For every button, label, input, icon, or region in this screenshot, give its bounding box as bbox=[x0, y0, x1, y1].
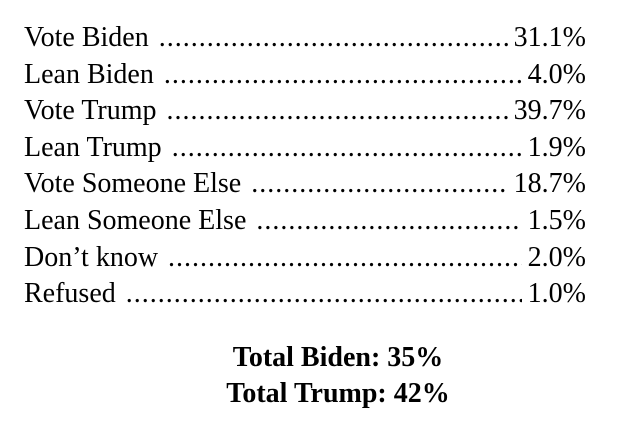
result-value: 4.0% bbox=[527, 58, 586, 90]
result-label: Vote Someone Else bbox=[24, 168, 242, 200]
total-biden: Total Biden: 35% bbox=[232, 342, 444, 373]
result-label: Lean Someone Else bbox=[24, 204, 247, 236]
dot-leader bbox=[167, 93, 508, 130]
result-value: 1.9% bbox=[527, 131, 586, 163]
result-value: 2.0% bbox=[527, 241, 586, 273]
dot-leader bbox=[256, 203, 521, 240]
result-row-vote-biden: Vote Biden 31.1% bbox=[24, 20, 586, 57]
total-trump: Total Trump: 42% bbox=[226, 378, 450, 409]
dot-leader bbox=[172, 130, 522, 167]
result-row-lean-someone-else: Lean Someone Else 1.5% bbox=[24, 203, 586, 240]
result-value: 31.1% bbox=[513, 22, 586, 53]
dot-leader bbox=[126, 276, 522, 313]
result-row-refused: Refused 1.0% bbox=[24, 276, 586, 313]
result-row-lean-biden: Lean Biden 4.0% bbox=[24, 57, 586, 94]
result-value: 1.0% bbox=[527, 278, 586, 310]
result-label: Vote Trump bbox=[24, 95, 157, 127]
dot-leader bbox=[164, 57, 522, 94]
result-label: Don’t know bbox=[24, 241, 159, 273]
totals-summary: Total Biden: 35% Total Trump: 42% bbox=[0, 340, 640, 412]
result-value: 39.7% bbox=[513, 95, 586, 127]
result-row-vote-trump: Vote Trump 39.7% bbox=[24, 93, 586, 130]
result-label: Refused bbox=[24, 278, 116, 310]
result-value: 1.5% bbox=[527, 204, 586, 236]
result-row-vote-someone-else: Vote Someone Else 18.7% bbox=[24, 166, 586, 203]
dot-leader bbox=[168, 240, 522, 277]
result-label: Lean Biden bbox=[24, 58, 154, 90]
result-label: Lean Trump bbox=[24, 131, 162, 163]
result-row-dont-know: Don’t know 2.0% bbox=[24, 240, 586, 277]
results-list: Vote Biden 31.1% Lean Biden 4.0% Vote Tr… bbox=[24, 20, 586, 313]
dot-leader bbox=[159, 20, 508, 57]
result-label: Vote Biden bbox=[24, 22, 149, 53]
dot-leader bbox=[251, 166, 507, 203]
result-row-lean-trump: Lean Trump 1.9% bbox=[24, 130, 586, 167]
result-value: 18.7% bbox=[513, 168, 586, 200]
